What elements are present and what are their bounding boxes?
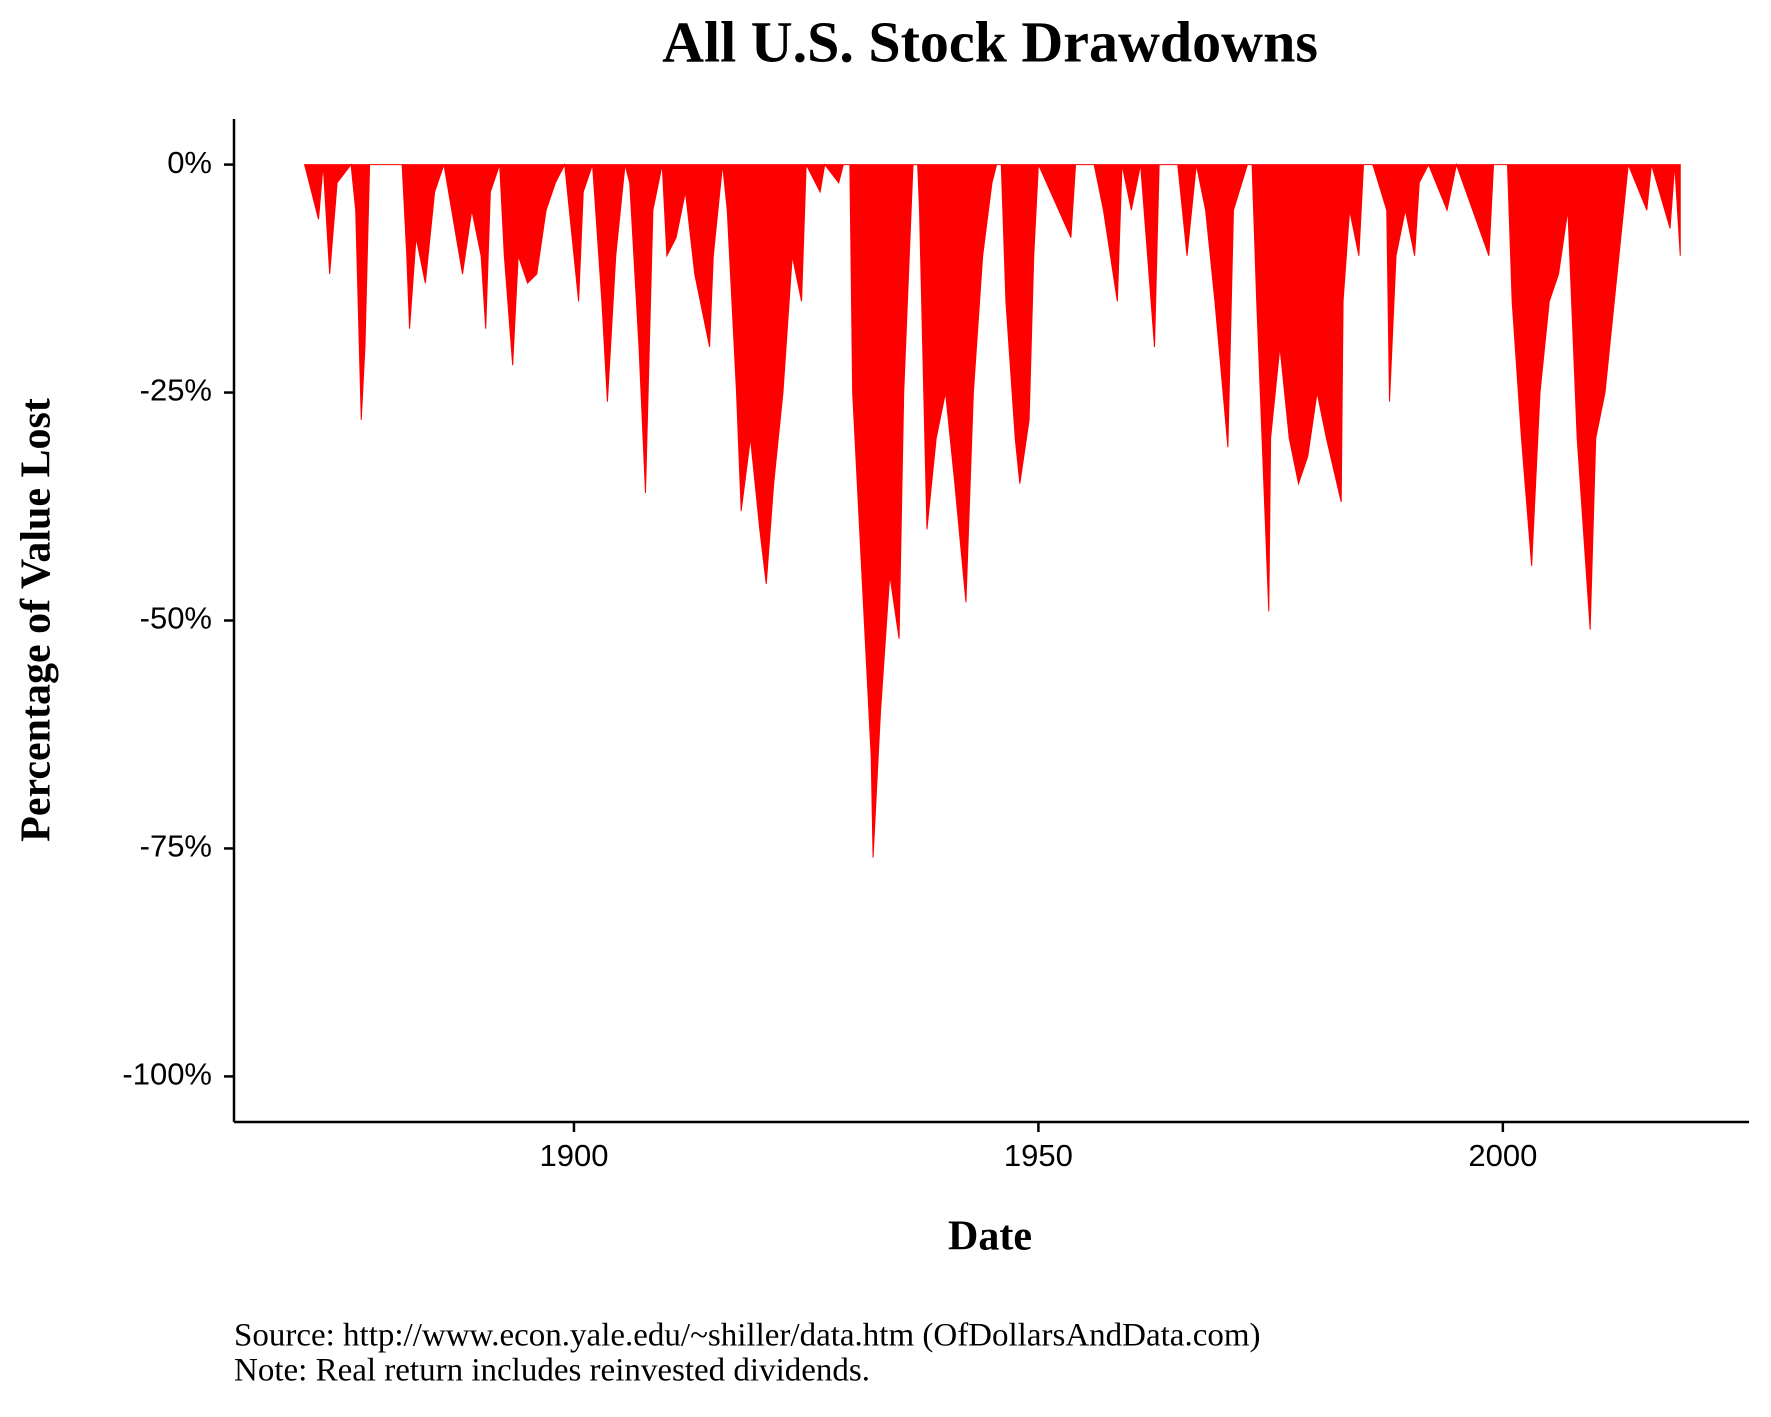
y-tick-label: -50% bbox=[140, 601, 212, 636]
x-axis-title: Date bbox=[948, 1214, 1032, 1260]
chart-title: All U.S. Stock Drawdowns bbox=[662, 9, 1318, 74]
x-tick-label: 1950 bbox=[1004, 1138, 1073, 1173]
y-tick-label: -100% bbox=[122, 1057, 212, 1092]
y-tick-label: 0% bbox=[167, 145, 212, 180]
y-tick-label: -75% bbox=[140, 829, 212, 864]
footnote: Note: Real return includes reinvested di… bbox=[234, 1353, 870, 1389]
y-axis-title: Percentage of Value Lost bbox=[14, 398, 60, 842]
x-tick-label: 2000 bbox=[1468, 1138, 1537, 1173]
x-tick-label: 1900 bbox=[539, 1138, 608, 1173]
source-note: Source: http://www.econ.yale.edu/~shille… bbox=[234, 1318, 1261, 1354]
y-tick-label: -25% bbox=[140, 373, 212, 408]
drawdown-area bbox=[303, 162, 1681, 858]
